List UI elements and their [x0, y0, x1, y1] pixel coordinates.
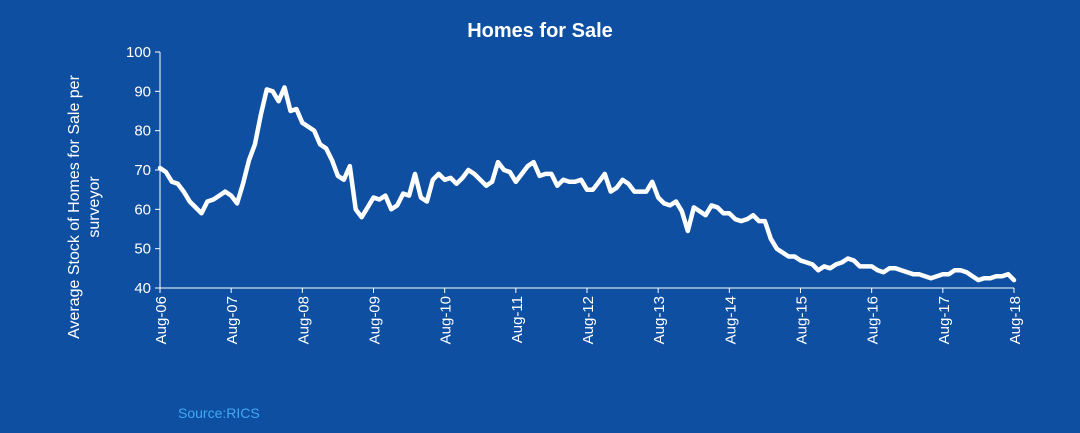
x-tick-label: Aug-08: [295, 296, 312, 344]
x-tick-label: Aug-11: [509, 296, 526, 343]
chart-title: Homes for Sale: [467, 20, 613, 42]
x-tick-label: Aug-07: [224, 296, 241, 344]
y-tick-label: 80: [134, 123, 151, 140]
x-tick-label: Aug-15: [794, 296, 811, 344]
x-tick-label: Aug-18: [1007, 296, 1024, 344]
y-tick-label: 90: [134, 83, 151, 100]
y-axis-label-line-2: surveyor: [86, 176, 103, 238]
x-tick-label: Aug-06: [153, 296, 170, 344]
source-note: Source:RICS: [178, 405, 260, 421]
x-axis: Aug-06 Aug-07 Aug-08 Aug-09 Aug-10 Aug-11 Aug-…: [153, 287, 1024, 344]
x-tick-label: Aug-10: [438, 296, 455, 344]
x-tick-label: Aug-14: [722, 296, 739, 344]
x-tick-label: Aug-16: [865, 296, 882, 344]
x-tick-label: Aug-09: [367, 296, 384, 344]
series-layer: [157, 85, 1017, 283]
y-axis-label-line-1: Average Stock of Homes for Sale per: [66, 74, 83, 339]
y-axis: 40 50 60 70 80 90 100: [126, 44, 161, 297]
x-tick-label: Aug-13: [651, 296, 668, 344]
y-tick-label: 100: [126, 44, 151, 61]
x-tick-label: Aug-12: [580, 296, 597, 344]
y-tick-label: 40: [134, 280, 151, 297]
y-tick-label: 70: [134, 162, 151, 179]
x-tick-label: Aug-17: [936, 296, 953, 344]
y-tick-label: 60: [134, 201, 151, 218]
y-tick-label: 50: [134, 241, 151, 258]
series-line: [157, 85, 1017, 283]
